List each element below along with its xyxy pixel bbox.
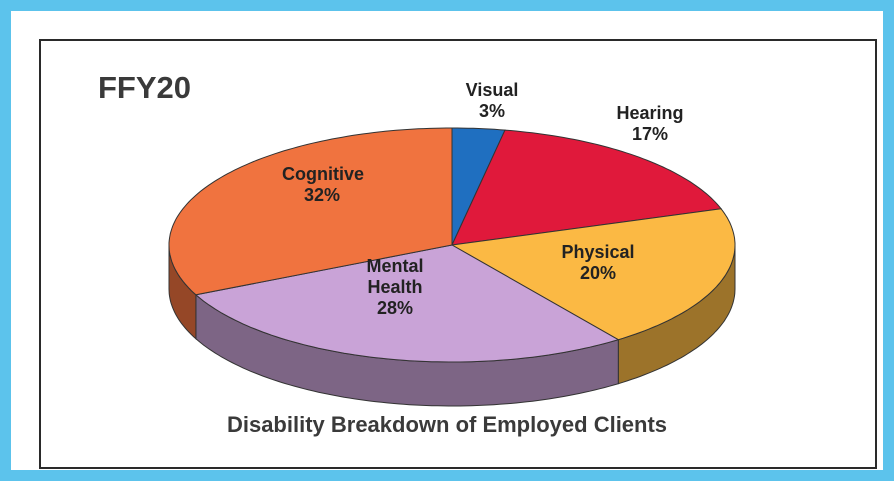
slice-name: Hearing	[616, 103, 684, 123]
chart-subtitle: Disability Breakdown of Employed Clients	[226, 412, 668, 437]
pie-slice	[168, 127, 453, 296]
slice-name: Visual	[465, 80, 519, 100]
slice-name: Physical	[561, 242, 635, 262]
slice-value: 20%	[579, 263, 617, 283]
slice-value: 32%	[303, 185, 341, 205]
slice-label: Hearing 17%	[595, 103, 705, 145]
slice-name: Mental Health	[366, 256, 424, 297]
slice-value: 28%	[376, 298, 414, 318]
slice-value: 17%	[631, 124, 669, 144]
slice-label: Physical 20%	[543, 242, 653, 284]
pie-slice	[194, 244, 620, 363]
pie-slice	[450, 208, 736, 341]
pie-slice	[451, 129, 723, 246]
slice-label: Visual 3%	[437, 80, 547, 122]
chart-title: FFY20	[98, 70, 192, 105]
slice-label: Mental Health 28%	[340, 256, 450, 319]
slice-value: 3%	[478, 101, 505, 121]
slice-label: Cognitive 32%	[267, 164, 377, 206]
slice-name: Cognitive	[282, 164, 365, 184]
